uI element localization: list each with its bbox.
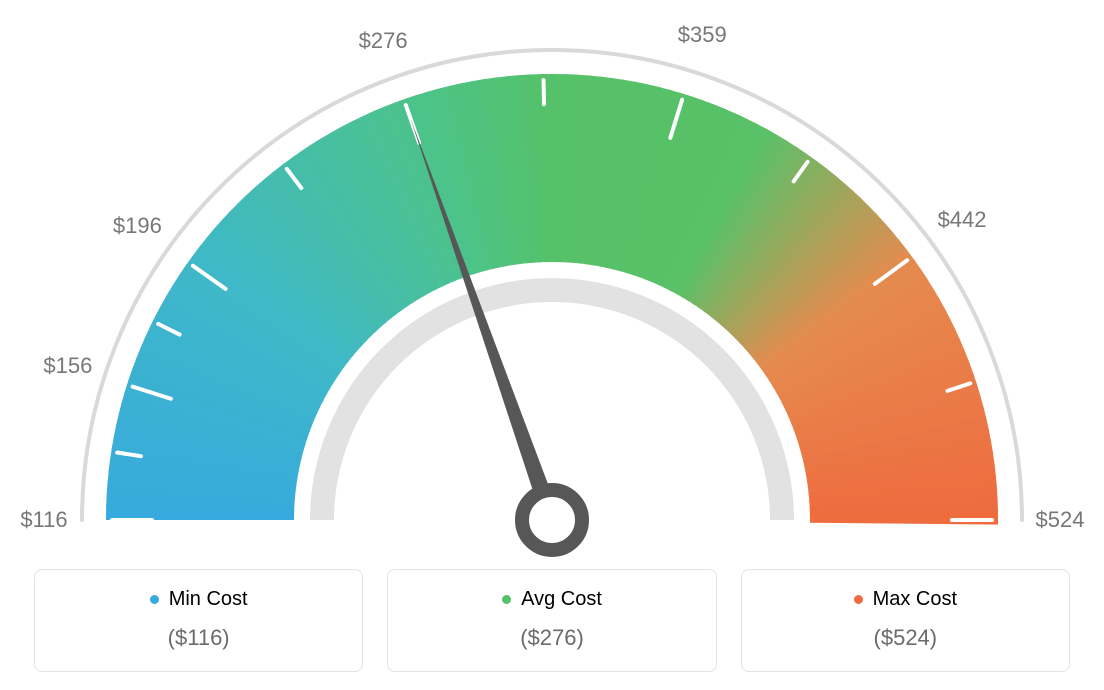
- gauge-tick-label: $524: [1036, 507, 1085, 533]
- gauge-tick-label: $442: [938, 207, 987, 233]
- max-cost-card: Max Cost ($524): [741, 569, 1070, 672]
- dot-icon: [150, 595, 159, 604]
- avg-cost-label: Avg Cost: [521, 588, 602, 611]
- gauge-tick-label: $276: [359, 28, 408, 54]
- min-cost-label: Min Cost: [169, 588, 248, 611]
- dot-icon: [854, 595, 863, 604]
- min-cost-value: ($116): [45, 625, 352, 651]
- max-cost-label-row: Max Cost: [854, 588, 957, 611]
- avg-cost-card: Avg Cost ($276): [387, 569, 716, 672]
- max-cost-label: Max Cost: [873, 588, 957, 611]
- max-cost-value: ($524): [752, 625, 1059, 651]
- dot-icon: [502, 595, 511, 604]
- gauge-tick-label: $359: [678, 22, 727, 48]
- avg-cost-label-row: Avg Cost: [502, 588, 602, 611]
- gauge-tick-label: $156: [43, 353, 92, 379]
- min-cost-label-row: Min Cost: [150, 588, 248, 611]
- cost-gauge: $116 $156 $196 $276 $359 $442 $524: [0, 0, 1104, 560]
- gauge-tick-label: $116: [20, 507, 67, 533]
- avg-cost-value: ($276): [398, 625, 705, 651]
- min-cost-card: Min Cost ($116): [34, 569, 363, 672]
- gauge-svg: [0, 0, 1104, 560]
- legend-row: Min Cost ($116) Avg Cost ($276) Max Cost…: [34, 569, 1070, 672]
- gauge-tick-label: $196: [113, 213, 162, 239]
